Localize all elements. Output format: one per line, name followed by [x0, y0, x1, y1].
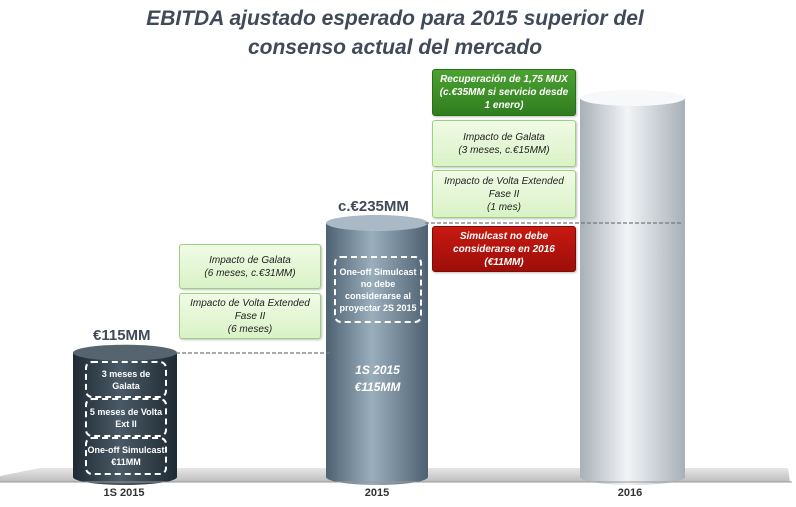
box-galata-3m-line1: Impacto de Galata [433, 131, 575, 144]
bar-value-label-2015: c.€235MM [338, 198, 409, 215]
bar-2015-base-line1: 1S 2015 [330, 362, 425, 379]
box-recuperacion-mux-line2: (c.€35MM si servicio desde [433, 86, 575, 99]
box-galata-6m-line2: (6 meses, c.€31MM) [180, 267, 320, 280]
x-tick-1s2015: 1S 2015 [84, 487, 164, 499]
bar-2015-base-label: 1S 2015 €115MM [330, 362, 425, 396]
bar-2015-cap [326, 215, 428, 231]
box-volta-6m: Impacto de Volta Extended Fase II (6 mes… [179, 293, 321, 339]
box-galata-6m-line1: Impacto de Galata [180, 254, 320, 267]
note-simulcast-2s2015: One-off Simulcast no debe considerarse a… [334, 256, 422, 323]
box-volta-1m-line2: (1 mes) [433, 201, 575, 214]
box-recuperacion-mux-line3: 1 enero) [433, 99, 575, 112]
segment-simulcast-oneoff: One-off Simulcast €11MM [85, 437, 167, 475]
box-recuperacion-mux: Recuperación de 1,75 MUX (c.€35MM si ser… [432, 69, 576, 116]
bar-2016-cap [580, 90, 685, 106]
bar-2015-base-line2: €115MM [330, 379, 425, 396]
bar-1s2015-cap [73, 345, 177, 361]
segment-galata-3m: 3 meses de Galata [85, 361, 167, 398]
segment-volta-5m-text: 5 meses de Volta Ext II [87, 406, 165, 430]
box-galata-6m: Impacto de Galata (6 meses, c.€31MM) [179, 244, 321, 289]
box-galata-3m-line2: (3 meses, c.€15MM) [433, 144, 575, 157]
segment-simulcast-oneoff-text: One-off Simulcast €11MM [87, 444, 165, 468]
box-simulcast-2016: Simulcast no debe considerarse en 2016 (… [432, 226, 576, 272]
bar-2016-body [580, 98, 685, 485]
note-simulcast-2s2015-text: One-off Simulcast no debe considerarse a… [336, 266, 420, 314]
box-volta-6m-line2: (6 meses) [180, 323, 320, 336]
segment-volta-5m: 5 meses de Volta Ext II [85, 398, 167, 437]
box-simulcast-2016-line2: (€11MM) [433, 256, 575, 269]
bar-2016 [580, 90, 685, 485]
box-galata-3m: Impacto de Galata (3 meses, c.€15MM) [432, 120, 576, 167]
box-volta-1m-line1: Impacto de Volta Extended Fase II [433, 175, 575, 201]
box-volta-1m: Impacto de Volta Extended Fase II (1 mes… [432, 170, 576, 218]
bar-value-label-1s2015: €115MM [93, 327, 151, 344]
box-volta-6m-line1: Impacto de Volta Extended Fase II [180, 297, 320, 323]
box-recuperacion-mux-line1: Recuperación de 1,75 MUX [433, 73, 575, 86]
x-tick-2016: 2016 [590, 487, 670, 499]
x-tick-2015: 2015 [337, 487, 417, 499]
segment-galata-3m-text: 3 meses de Galata [87, 368, 165, 392]
box-simulcast-2016-line1: Simulcast no debe considerarse en 2016 [433, 230, 575, 256]
